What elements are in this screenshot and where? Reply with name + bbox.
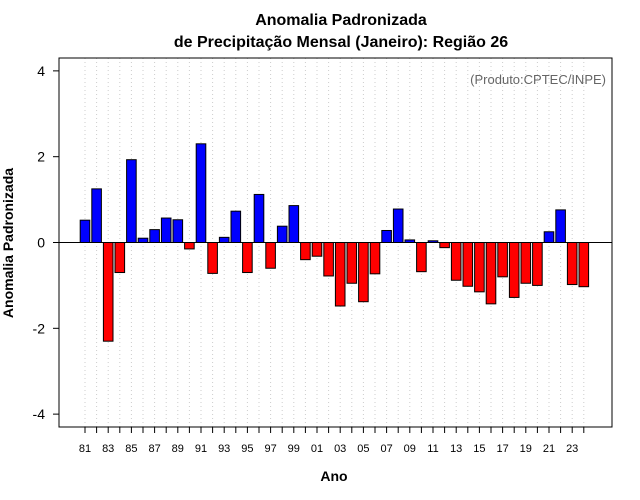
x-tick-label: 87 — [148, 443, 160, 455]
x-tick-label: 85 — [125, 443, 137, 455]
bar-91 — [195, 143, 207, 243]
bars-group — [79, 143, 590, 342]
y-axis-title: Anomalia Padronizada — [0, 168, 16, 318]
credit-label: (Produto:CPTEC/INPE) — [470, 72, 606, 87]
bar-18 — [508, 242, 520, 298]
bar-05 — [358, 242, 369, 303]
x-tick-label: 91 — [195, 443, 207, 455]
bar-88 — [160, 217, 172, 244]
bar-81 — [79, 219, 91, 243]
x-axis-title: Ano — [320, 468, 347, 484]
y-tick-label: 0 — [37, 235, 45, 251]
bar-85 — [126, 159, 137, 243]
bar-84 — [114, 242, 126, 274]
x-tick-label: 19 — [520, 443, 532, 455]
bar-96 — [253, 193, 265, 243]
chart-title: Anomalia Padronizada — [255, 12, 427, 29]
x-tick-label: 21 — [543, 443, 555, 455]
x-tick-label: 09 — [404, 443, 416, 455]
x-tick-label: 11 — [427, 443, 438, 455]
x-tick-label: 05 — [357, 443, 369, 455]
bar-02 — [323, 242, 334, 277]
y-tick-label: -4 — [33, 406, 46, 422]
bar-92 — [207, 242, 218, 274]
x-tick-label: 15 — [473, 443, 485, 455]
bar-17 — [497, 242, 508, 278]
bar-07 — [381, 229, 392, 244]
bar-19 — [520, 242, 532, 284]
bar-97 — [265, 242, 276, 269]
x-axis: 81 83 85 87 89 91 93 95 97 99 01 03 05 07 09 11 13 15 17 19… — [79, 427, 585, 455]
bar-99 — [288, 205, 300, 244]
bar-82 — [91, 188, 102, 243]
y-tick-label: -2 — [33, 320, 46, 336]
bar-93 — [218, 236, 230, 244]
bar-09 — [404, 239, 416, 244]
bar-04 — [346, 242, 358, 284]
bar-10 — [416, 242, 427, 273]
bar-90 — [184, 242, 195, 250]
x-tick-label: 17 — [496, 443, 508, 455]
x-tick-label: 83 — [102, 443, 114, 455]
x-tick-label: 99 — [288, 443, 300, 455]
x-tick-label: 81 — [79, 443, 91, 455]
bar-94 — [230, 210, 242, 243]
bar-01 — [311, 242, 323, 257]
y-tick-label: 4 — [37, 63, 45, 79]
bar-22 — [555, 209, 566, 244]
bar-89 — [172, 219, 184, 244]
bar-16 — [485, 242, 497, 305]
bar-03 — [334, 242, 346, 307]
bar-14 — [462, 242, 474, 287]
bar-06 — [369, 242, 381, 275]
bar-21 — [543, 231, 555, 243]
bar-13 — [450, 242, 462, 281]
bar-87 — [149, 229, 160, 244]
bar-15 — [474, 242, 485, 293]
bar-08 — [392, 208, 404, 244]
y-tick-label: 2 — [37, 149, 45, 165]
x-tick-label: 01 — [311, 443, 323, 455]
x-tick-label: 93 — [218, 443, 230, 455]
x-tick-label: 03 — [334, 443, 346, 455]
bar-86 — [137, 237, 149, 244]
bar-11 — [427, 240, 439, 244]
bar-95 — [242, 242, 253, 274]
bar-12 — [439, 242, 450, 249]
bar-00 — [300, 242, 311, 261]
bar-20 — [532, 242, 543, 286]
x-tick-label: 97 — [264, 443, 276, 455]
y-axis: -4 -2 0 2 4 — [33, 63, 59, 422]
bar-24 — [578, 242, 590, 288]
x-tick-label: 89 — [172, 443, 184, 455]
x-tick-label: 13 — [450, 443, 462, 455]
x-tick-label: 07 — [380, 443, 392, 455]
x-tick-label: 95 — [241, 443, 253, 455]
bar-23 — [566, 242, 578, 286]
x-tick-label: 23 — [566, 443, 578, 455]
chart-subtitle: de Precipitação Mensal (Janeiro): Região… — [174, 34, 508, 51]
bar-98 — [276, 225, 288, 243]
bar-83 — [102, 242, 114, 342]
